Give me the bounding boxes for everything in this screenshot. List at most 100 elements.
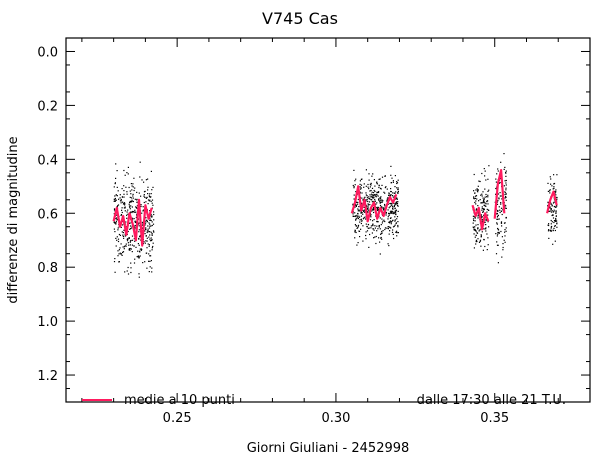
- observation-point: [397, 201, 399, 203]
- observation-point: [556, 174, 558, 176]
- observation-point: [396, 182, 398, 185]
- observation-point: [550, 183, 552, 185]
- observation-point: [359, 236, 361, 238]
- observation-point: [363, 210, 365, 212]
- observation-point: [497, 214, 499, 216]
- observation-point: [357, 242, 359, 244]
- observation-point: [483, 214, 485, 216]
- observation-point: [395, 231, 397, 233]
- observation-point: [376, 207, 379, 209]
- observation-point: [377, 209, 379, 211]
- y-tick-label: 1.0: [37, 315, 58, 330]
- observation-point: [145, 228, 147, 230]
- observation-point: [377, 195, 379, 197]
- observation-point: [149, 266, 151, 268]
- observation-point: [119, 247, 121, 249]
- observation-point: [121, 188, 123, 190]
- y-tick-label: 0.2: [37, 99, 58, 114]
- observation-point: [391, 210, 393, 212]
- observation-point: [129, 200, 131, 202]
- observation-point: [550, 208, 552, 210]
- observation-point: [389, 222, 391, 224]
- observation-point: [360, 187, 362, 189]
- observation-point: [480, 194, 482, 196]
- observation-point: [152, 242, 154, 244]
- observation-point: [363, 197, 365, 199]
- observation-point: [381, 201, 383, 203]
- observation-point: [138, 273, 140, 275]
- observation-point: [151, 221, 153, 223]
- observation-point: [371, 175, 373, 177]
- observation-point: [120, 198, 122, 201]
- observation-point: [556, 205, 558, 207]
- observation-point: [130, 248, 132, 250]
- observation-point: [497, 262, 499, 264]
- observation-point: [123, 246, 125, 248]
- observation-point: [139, 161, 141, 163]
- observation-point: [381, 232, 383, 234]
- observation-point: [394, 207, 396, 209]
- observation-point: [129, 206, 131, 208]
- observation-point: [133, 245, 135, 247]
- observation-point: [366, 195, 368, 197]
- observation-point: [487, 221, 489, 223]
- observation-point: [147, 193, 149, 195]
- observation-point: [386, 227, 388, 229]
- observation-point: [379, 178, 381, 180]
- observation-point: [553, 221, 555, 224]
- observation-point: [128, 237, 130, 239]
- observation-point: [354, 231, 356, 233]
- observation-point: [497, 168, 499, 170]
- observation-point: [352, 215, 354, 217]
- observation-point: [132, 200, 134, 203]
- observation-point: [365, 169, 367, 171]
- observation-point: [504, 229, 506, 231]
- observation-point: [485, 228, 487, 230]
- observation-point: [148, 245, 150, 247]
- observation-point: [150, 170, 152, 172]
- observation-point: [149, 219, 151, 221]
- observation-point: [368, 201, 371, 203]
- observation-point: [496, 173, 498, 175]
- observation-point: [505, 182, 507, 184]
- observation-point: [379, 197, 381, 199]
- observation-point: [151, 202, 153, 204]
- observation-point: [385, 214, 387, 216]
- observation-point: [149, 225, 151, 227]
- observation-point: [123, 248, 125, 250]
- observation-point: [145, 221, 147, 223]
- observation-point: [552, 188, 554, 190]
- observation-point: [150, 237, 152, 239]
- observation-point: [135, 211, 137, 213]
- observation-point: [115, 222, 117, 224]
- observation-point: [475, 203, 477, 205]
- observation-point: [478, 180, 480, 182]
- observation-point: [138, 225, 140, 227]
- observation-point: [371, 197, 373, 199]
- observation-point: [390, 191, 392, 193]
- observation-point: [555, 194, 557, 196]
- observation-point: [147, 178, 149, 180]
- observation-point: [387, 216, 389, 218]
- observation-point: [501, 236, 503, 238]
- observation-point: [379, 228, 381, 230]
- observation-point: [126, 172, 128, 174]
- observation-point: [120, 214, 122, 216]
- observation-point: [150, 193, 152, 195]
- observation-point: [115, 214, 117, 216]
- observation-point: [117, 219, 119, 221]
- observation-point: [144, 242, 146, 244]
- observation-point: [394, 224, 396, 226]
- observation-point: [360, 218, 362, 220]
- observation-point: [375, 195, 377, 197]
- observation-point: [362, 198, 364, 201]
- observation-point: [500, 230, 502, 233]
- x-axis-label: Giorni Giuliani - 2452998: [247, 441, 410, 456]
- observation-point: [373, 219, 375, 221]
- observation-point: [149, 223, 151, 225]
- observation-point: [484, 221, 486, 223]
- observation-point: [500, 210, 503, 212]
- observation-point: [392, 181, 394, 183]
- observation-point: [150, 219, 152, 222]
